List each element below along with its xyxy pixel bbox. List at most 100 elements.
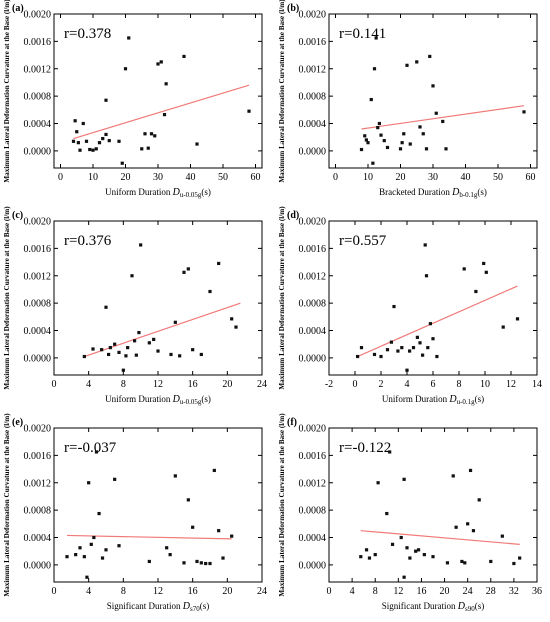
- x-tick-label: 16: [188, 586, 198, 597]
- x-axis-title: Significant Duration Ds90(s): [382, 601, 484, 613]
- x-tick-label: 14: [532, 379, 542, 390]
- panel-label: (e): [12, 417, 23, 428]
- data-point: [123, 67, 128, 71]
- chart-d: -2 0 2 4 6 8 10 12 14 0.0000 0.0004 0.0008 0.0012 0.0…: [278, 206, 542, 406]
- y-tick-label: 0.0000: [24, 146, 52, 157]
- x-tick-label: 0: [327, 586, 332, 597]
- data-point: [182, 54, 186, 59]
- data-point: [460, 559, 464, 564]
- x-tick-label: 24: [257, 379, 267, 390]
- x-tick-label: 24: [257, 586, 267, 597]
- data-point: [373, 553, 377, 557]
- data-point: [424, 147, 429, 151]
- panel-label: (a): [12, 3, 24, 14]
- data-point: [195, 142, 199, 146]
- data-point: [89, 542, 93, 546]
- data-point: [147, 341, 151, 345]
- y-tick-label: 0.0004: [24, 326, 52, 337]
- data-point: [518, 556, 522, 560]
- data-point: [364, 548, 369, 552]
- data-point: [376, 126, 380, 130]
- data-point: [91, 347, 95, 351]
- data-point: [169, 352, 173, 357]
- data-point: [463, 561, 467, 565]
- data-point: [78, 148, 82, 152]
- data-point: [366, 141, 370, 145]
- data-point: [113, 477, 117, 481]
- data-point: [186, 498, 190, 502]
- x-tick-label: 0: [52, 586, 57, 597]
- data-point: [454, 525, 458, 529]
- data-point: [512, 561, 516, 566]
- data-point: [400, 346, 404, 350]
- data-point: [134, 353, 138, 357]
- y-tick-label: 0.0008: [299, 299, 327, 310]
- data-point: [153, 134, 157, 138]
- x-tick-label: 28: [486, 586, 496, 597]
- data-point: [376, 481, 380, 485]
- data-point: [120, 161, 124, 165]
- panel-label: (f): [287, 417, 297, 428]
- data-point: [522, 110, 526, 114]
- x-tick-label: 8: [121, 586, 126, 597]
- data-point: [162, 113, 167, 117]
- y-tick-label: 0.0016: [24, 37, 52, 48]
- data-point: [104, 548, 108, 552]
- x-tick-label: 20: [440, 586, 450, 597]
- data-point: [113, 342, 117, 346]
- data-point: [104, 132, 108, 137]
- x-tick-label: 8: [373, 586, 378, 597]
- data-point: [182, 270, 186, 274]
- data-point: [186, 267, 190, 271]
- x-tick-label: 12: [153, 379, 163, 390]
- data-point: [87, 481, 91, 485]
- panel-label: (d): [287, 210, 299, 221]
- x-tick-label: 32: [509, 586, 519, 597]
- data-point: [217, 261, 221, 266]
- data-point: [468, 468, 473, 473]
- y-tick-label: 0.0012: [299, 64, 327, 75]
- data-point: [408, 556, 412, 560]
- data-point: [377, 121, 381, 126]
- data-point: [408, 349, 412, 353]
- data-point: [88, 147, 92, 152]
- data-point: [146, 146, 150, 150]
- y-tick-label: 0.0020: [299, 217, 327, 228]
- data-point: [411, 346, 416, 350]
- data-point: [97, 141, 102, 145]
- y-axis-title: Maximum Lateral Deformation Curvature at…: [3, 206, 11, 390]
- chart-b: 0 10 20 30 40 50 60 0.0000 0.0004 0.0008 0.0012 0.0…: [278, 0, 538, 199]
- data-point: [191, 348, 195, 352]
- data-point: [117, 139, 121, 143]
- y-tick-label: 0.0020: [24, 10, 52, 21]
- y-tick-label: 0.0012: [24, 478, 52, 489]
- data-point: [143, 132, 147, 136]
- data-point: [100, 348, 104, 352]
- data-point: [428, 54, 432, 59]
- y-tick-label: 0.0000: [299, 353, 327, 364]
- data-point: [164, 82, 168, 86]
- data-point: [130, 274, 134, 278]
- x-tick-label: 20: [222, 586, 232, 597]
- data-point: [359, 346, 364, 350]
- data-point: [217, 529, 221, 533]
- x-tick-label: -2: [325, 379, 333, 390]
- panel-label: (b): [287, 3, 299, 14]
- data-point: [418, 125, 422, 129]
- data-point: [100, 556, 105, 560]
- data-point: [173, 474, 177, 478]
- x-tick-label: 2: [379, 379, 384, 390]
- fit-line: [361, 105, 525, 130]
- data-point: [97, 511, 101, 516]
- data-point: [405, 546, 409, 550]
- y-tick-label: 0.0008: [299, 506, 327, 517]
- data-point: [121, 368, 125, 372]
- x-tick-label: 0: [353, 379, 358, 390]
- data-point: [94, 450, 99, 454]
- plot-frame: [328, 427, 538, 583]
- y-tick-label: 0.0020: [299, 424, 327, 435]
- data-point: [91, 148, 95, 152]
- data-point: [462, 267, 466, 271]
- x-tick-label: 20: [222, 379, 232, 390]
- data-point: [126, 346, 130, 350]
